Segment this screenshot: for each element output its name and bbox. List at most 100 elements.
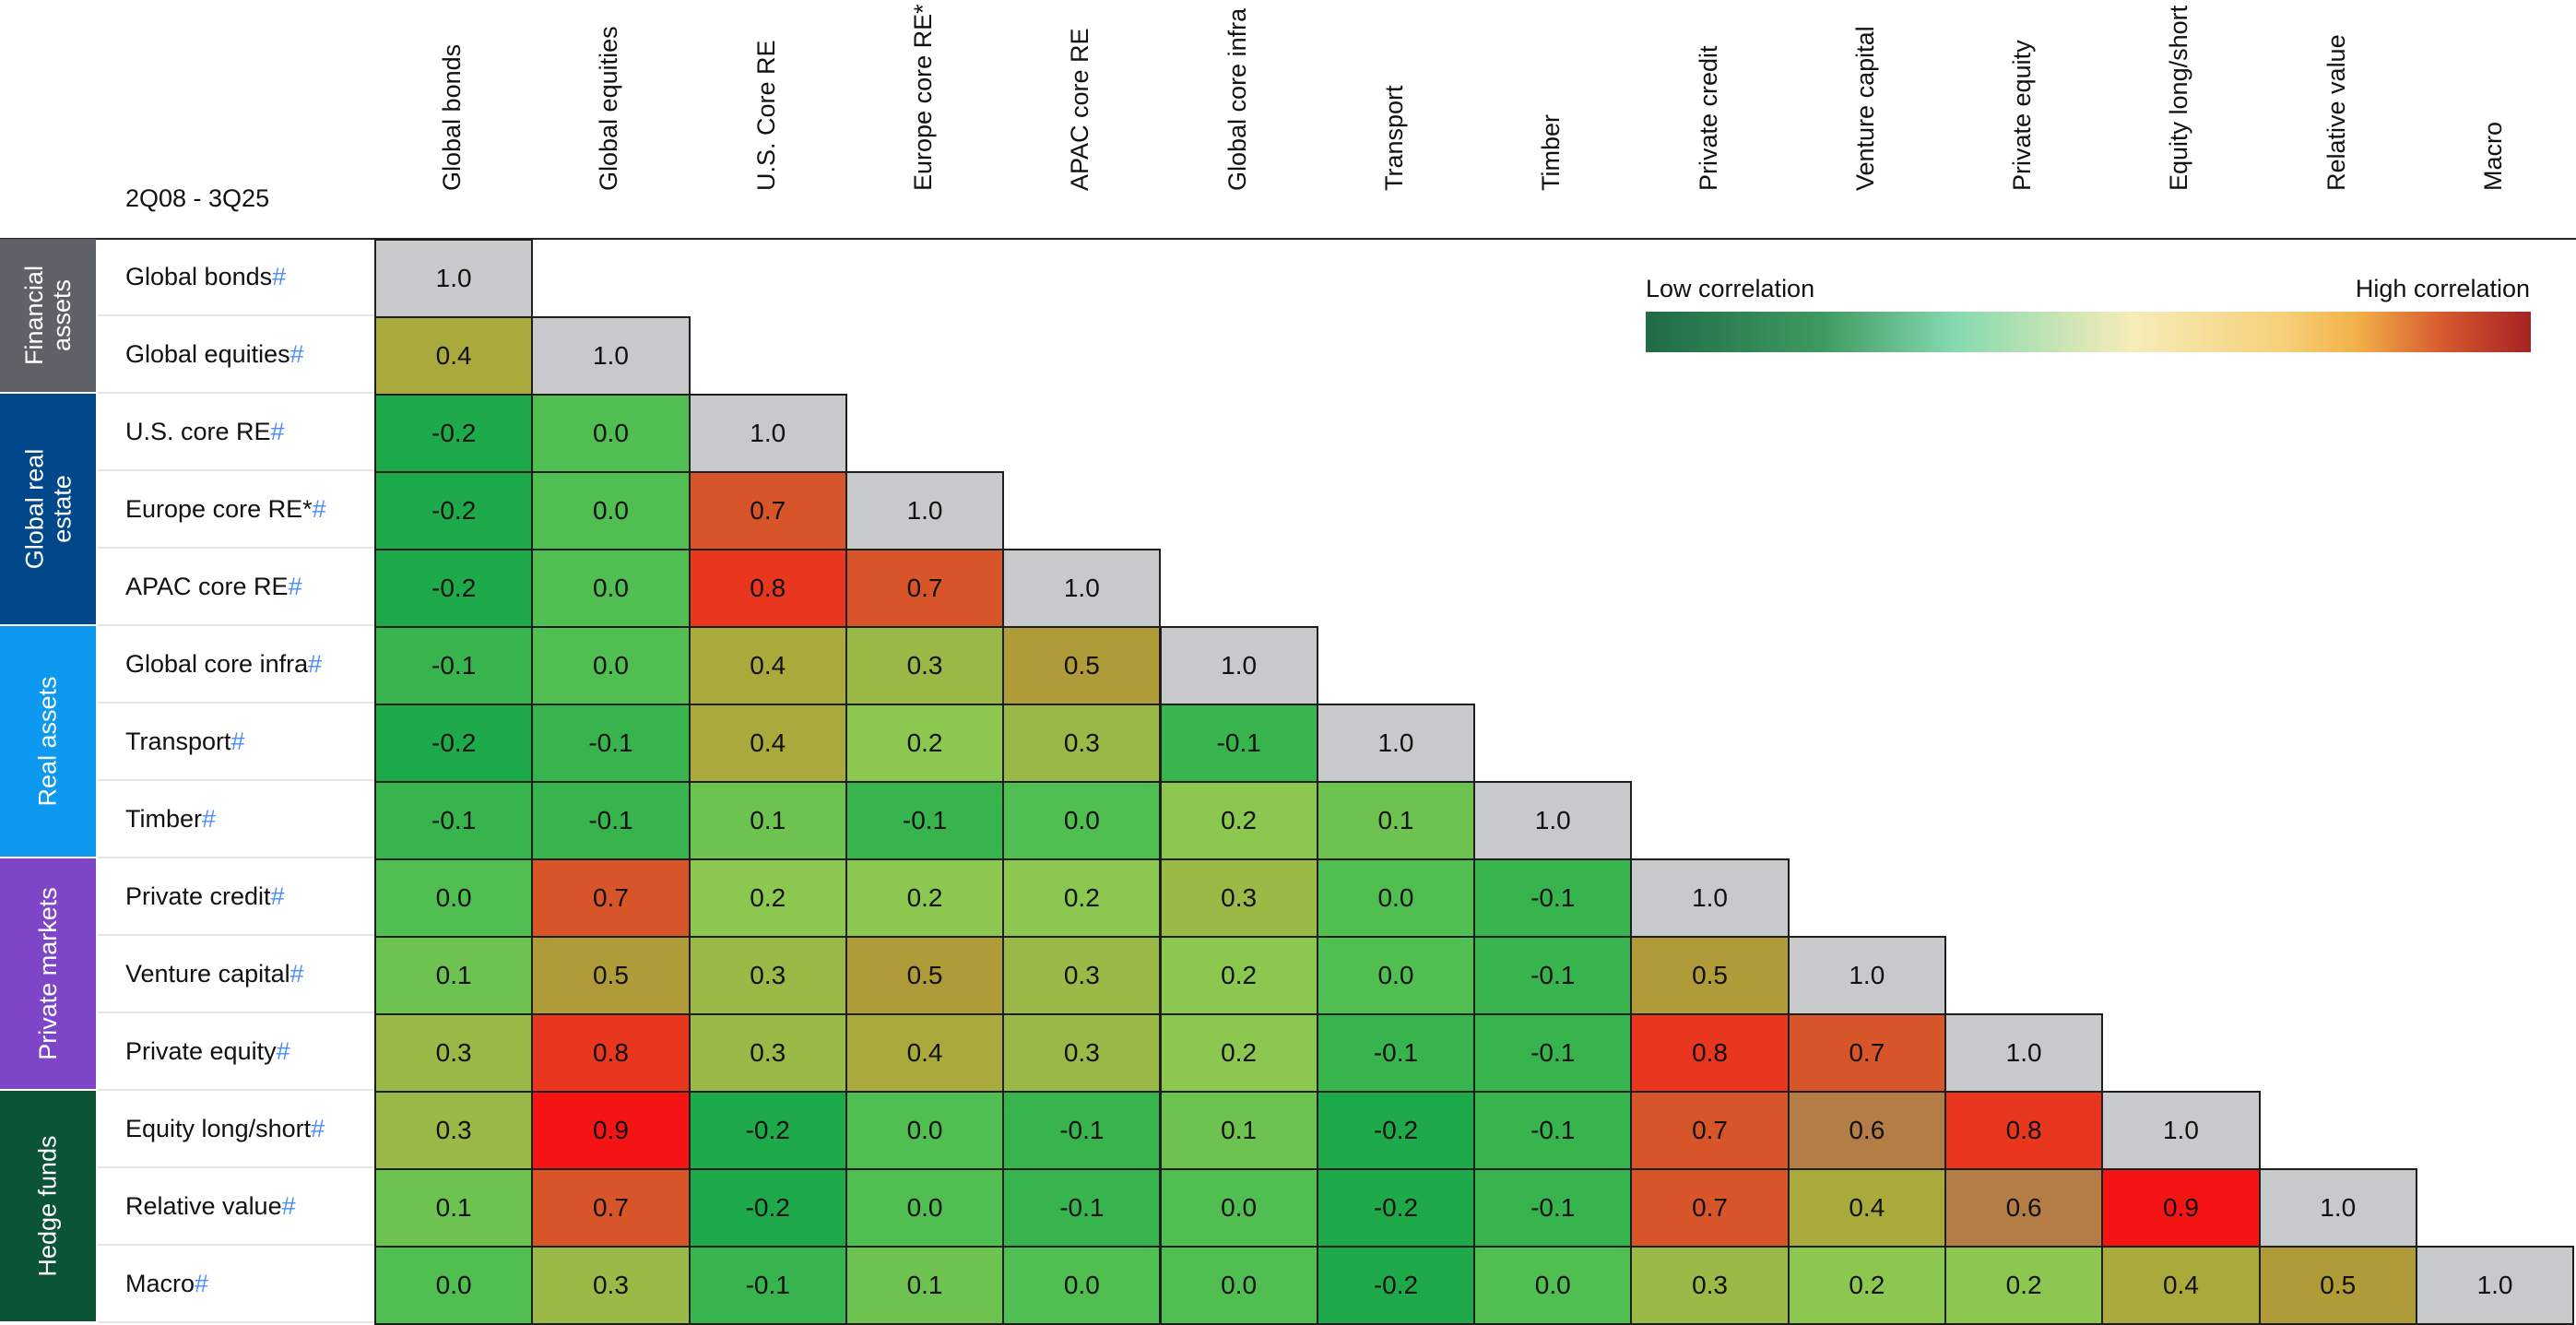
correlation-cell: 0.1: [374, 1168, 534, 1248]
column-header-label: Private credit: [1694, 45, 1722, 191]
column-header-label: Global core infra: [1223, 7, 1251, 191]
correlation-cell: 0.3: [374, 1013, 534, 1093]
correlation-cell: -0.1: [1002, 1168, 1162, 1248]
correlation-cell: 0.4: [2101, 1246, 2261, 1325]
row-label-text: Equity long/short: [125, 1114, 312, 1142]
correlation-cell: 0.7: [1630, 1168, 1790, 1248]
diagonal-cell: 1.0: [2415, 1246, 2575, 1325]
correlation-cell: 0.1: [845, 1246, 1005, 1325]
correlation-cell: -0.2: [1316, 1091, 1476, 1170]
row-marker[interactable]: #: [308, 649, 323, 678]
correlation-cell: 0.3: [688, 936, 847, 1015]
correlation-cell: 0.3: [1159, 858, 1318, 938]
correlation-cell: -0.2: [1316, 1246, 1476, 1325]
group-label-text: Real assets: [34, 676, 62, 806]
correlation-cell: 0.0: [845, 1168, 1005, 1248]
row-label: Relative value #: [98, 1168, 374, 1246]
row-marker[interactable]: #: [202, 804, 217, 833]
diagonal-cell: 1.0: [1473, 781, 1633, 860]
correlation-cell: 0.4: [374, 316, 534, 396]
correlation-cell: 0.6: [1787, 1091, 1946, 1170]
legend-low-label: Low correlation: [1646, 275, 1815, 302]
row-label: APAC core RE #: [98, 549, 374, 626]
correlation-cell: 0.3: [531, 1246, 691, 1325]
row-marker[interactable]: #: [281, 1191, 296, 1220]
correlation-cell: 0.2: [688, 858, 847, 938]
correlation-cell: 0.7: [531, 1168, 691, 1248]
group-label-line: Hedge funds: [34, 1135, 62, 1277]
correlation-cell: 0.0: [845, 1091, 1005, 1170]
correlation-cell: 0.2: [1944, 1246, 2104, 1325]
row-marker[interactable]: #: [288, 572, 302, 600]
correlation-cell: 0.3: [1630, 1246, 1790, 1325]
row-label: Private credit #: [98, 858, 374, 936]
row-marker[interactable]: #: [230, 727, 245, 755]
column-header-label: Macro: [2479, 121, 2508, 191]
row-marker[interactable]: #: [290, 959, 304, 988]
row-marker[interactable]: #: [290, 339, 304, 368]
correlation-cell: 0.2: [1159, 1013, 1318, 1093]
group-label: Real assets: [0, 626, 96, 857]
diagonal-cell: 1.0: [1630, 858, 1790, 938]
correlation-cell: -0.1: [1473, 936, 1633, 1015]
row-label-text: Macro: [125, 1269, 195, 1297]
correlation-cell: 0.7: [1630, 1091, 1790, 1170]
correlation-cell: 0.1: [688, 781, 847, 860]
correlation-cell: -0.1: [1473, 1168, 1633, 1248]
group-label-line: assets: [48, 278, 76, 352]
column-header-label: Private equity: [2008, 40, 2037, 191]
correlation-cell: 0.2: [845, 704, 1005, 783]
diagonal-cell: 1.0: [1316, 704, 1476, 783]
correlation-cell: -0.1: [374, 626, 534, 705]
correlation-cell: -0.1: [1002, 1091, 1162, 1170]
correlation-cell: 0.2: [1159, 936, 1318, 1015]
diagonal-cell: 1.0: [845, 471, 1005, 550]
column-header-label: Global equities: [595, 26, 623, 191]
correlation-cell: 0.0: [531, 471, 691, 550]
row-marker[interactable]: #: [195, 1269, 209, 1297]
row-label-text: Global equities: [125, 339, 290, 368]
diagonal-cell: 1.0: [531, 316, 691, 396]
correlation-cell: -0.1: [531, 781, 691, 860]
correlation-cell: -0.1: [531, 704, 691, 783]
column-header-label: Timber: [1537, 113, 1566, 191]
correlation-cell: 0.5: [1002, 626, 1162, 705]
row-marker[interactable]: #: [276, 1036, 290, 1065]
row-marker[interactable]: #: [311, 1114, 325, 1142]
correlation-cell: 0.4: [688, 704, 847, 783]
correlation-cell: 0.0: [531, 549, 691, 628]
correlation-cell: -0.2: [688, 1091, 847, 1170]
correlation-cell: -0.2: [374, 394, 534, 473]
column-header-label: U.S. Core RE: [751, 40, 780, 191]
row-marker[interactable]: #: [272, 262, 287, 290]
row-marker[interactable]: #: [270, 881, 285, 910]
column-header-label: Equity long/short: [2165, 5, 2193, 191]
correlation-cell: 0.7: [531, 858, 691, 938]
correlation-cell: 0.7: [1787, 1013, 1946, 1093]
correlation-cell: 0.0: [1159, 1168, 1318, 1248]
correlation-cell: -0.2: [1316, 1168, 1476, 1248]
correlation-cell: 0.2: [1159, 781, 1318, 860]
correlation-cell: 0.0: [531, 394, 691, 473]
group-label-line: Global real: [20, 448, 49, 570]
correlation-cell: -0.1: [374, 781, 534, 860]
correlation-cell: -0.1: [1473, 1013, 1633, 1093]
correlation-cell: 0.4: [1787, 1168, 1946, 1248]
row-label-text: Private equity: [125, 1036, 277, 1065]
correlation-cell: 0.9: [531, 1091, 691, 1170]
column-header-label: Global bonds: [438, 43, 467, 191]
group-label-text: Hedge funds: [34, 1135, 62, 1276]
row-marker[interactable]: #: [270, 417, 285, 445]
row-label: Global equities #: [98, 316, 374, 394]
correlation-cell: -0.2: [374, 549, 534, 628]
row-label: Equity long/short #: [98, 1091, 374, 1168]
row-label: Macro #: [98, 1246, 374, 1323]
correlation-cell: 0.8: [1630, 1013, 1790, 1093]
row-label: Global core infra #: [98, 626, 374, 704]
correlation-cell: -0.1: [1473, 1091, 1633, 1170]
header-divider: [0, 238, 2576, 240]
row-marker[interactable]: #: [312, 494, 326, 523]
row-label-text: Global bonds: [125, 262, 273, 290]
column-header-label: Europe core RE*: [909, 4, 938, 191]
